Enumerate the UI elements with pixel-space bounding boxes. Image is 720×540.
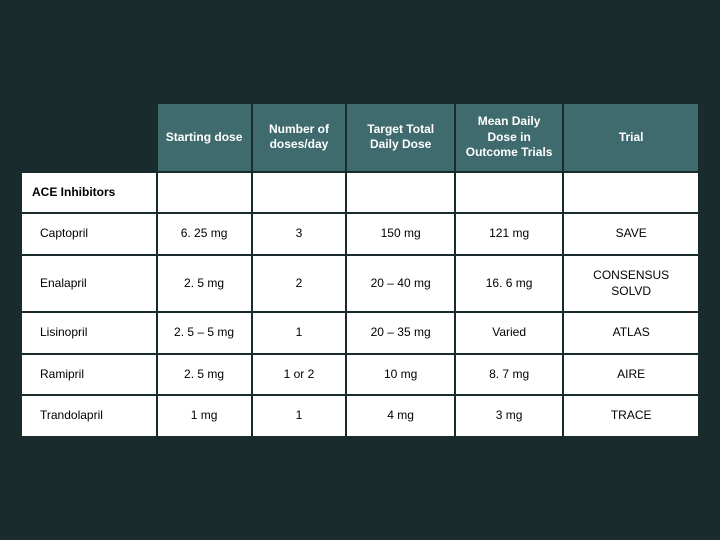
header-row: Starting dose Number of doses/day Target… <box>21 103 699 172</box>
cell-start: 2. 5 mg <box>157 354 252 396</box>
drug-name: Trandolapril <box>21 395 157 437</box>
section-spacer <box>157 172 252 214</box>
cell-target: 4 mg <box>346 395 454 437</box>
cell-start: 2. 5 mg <box>157 255 252 312</box>
cell-target: 150 mg <box>346 213 454 255</box>
section-spacer <box>563 172 699 214</box>
header-trial: Trial <box>563 103 699 172</box>
table-row: Lisinopril 2. 5 – 5 mg 1 20 – 35 mg Vari… <box>21 312 699 354</box>
cell-trial: TRACE <box>563 395 699 437</box>
section-spacer <box>252 172 347 214</box>
drug-name: Captopril <box>21 213 157 255</box>
cell-trial: SAVE <box>563 213 699 255</box>
dose-table: Starting dose Number of doses/day Target… <box>20 102 700 438</box>
cell-mean: 3 mg <box>455 395 563 437</box>
cell-mean: 8. 7 mg <box>455 354 563 396</box>
section-row: ACE Inhibitors <box>21 172 699 214</box>
cell-start: 6. 25 mg <box>157 213 252 255</box>
cell-num: 1 or 2 <box>252 354 347 396</box>
cell-start: 1 mg <box>157 395 252 437</box>
table-row: Ramipril 2. 5 mg 1 or 2 10 mg 8. 7 mg AI… <box>21 354 699 396</box>
cell-num: 2 <box>252 255 347 312</box>
cell-trial: ATLAS <box>563 312 699 354</box>
table-row: Captopril 6. 25 mg 3 150 mg 121 mg SAVE <box>21 213 699 255</box>
cell-num: 1 <box>252 395 347 437</box>
cell-num: 1 <box>252 312 347 354</box>
header-blank <box>21 103 157 172</box>
section-label: ACE Inhibitors <box>21 172 157 214</box>
cell-mean: Varied <box>455 312 563 354</box>
section-spacer <box>455 172 563 214</box>
drug-name: Enalapril <box>21 255 157 312</box>
header-starting-dose: Starting dose <box>157 103 252 172</box>
cell-trial: CONSENSUS SOLVD <box>563 255 699 312</box>
table-row: Enalapril 2. 5 mg 2 20 – 40 mg 16. 6 mg … <box>21 255 699 312</box>
cell-mean: 16. 6 mg <box>455 255 563 312</box>
header-doses-per-day: Number of doses/day <box>252 103 347 172</box>
header-mean-dose: Mean Daily Dose in Outcome Trials <box>455 103 563 172</box>
cell-start: 2. 5 – 5 mg <box>157 312 252 354</box>
slide: Starting dose Number of doses/day Target… <box>20 102 700 438</box>
drug-name: Ramipril <box>21 354 157 396</box>
drug-name: Lisinopril <box>21 312 157 354</box>
section-spacer <box>346 172 454 214</box>
header-target-dose: Target Total Daily Dose <box>346 103 454 172</box>
table-row: Trandolapril 1 mg 1 4 mg 3 mg TRACE <box>21 395 699 437</box>
cell-target: 20 – 35 mg <box>346 312 454 354</box>
cell-target: 10 mg <box>346 354 454 396</box>
cell-target: 20 – 40 mg <box>346 255 454 312</box>
cell-trial: AIRE <box>563 354 699 396</box>
cell-mean: 121 mg <box>455 213 563 255</box>
cell-num: 3 <box>252 213 347 255</box>
